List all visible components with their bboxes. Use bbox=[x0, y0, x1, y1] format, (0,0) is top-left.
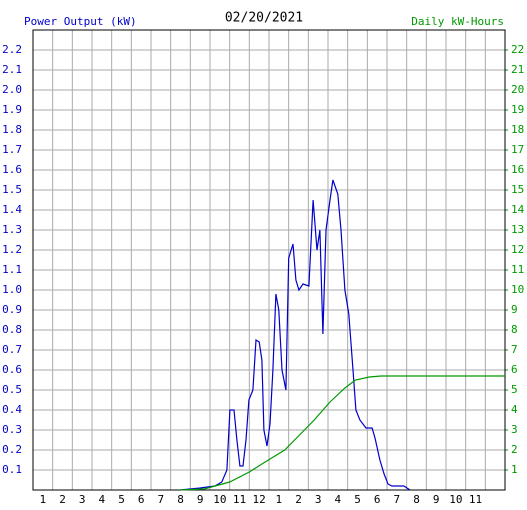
y-tick-label: 0.3 bbox=[2, 423, 22, 436]
y2-tick-label: 19 bbox=[511, 103, 524, 116]
y2-tick-label: 4 bbox=[511, 403, 518, 416]
x-tick-label: 3 bbox=[79, 493, 86, 506]
x-tick-label: 11 bbox=[469, 493, 482, 506]
y2-tick-label: 12 bbox=[511, 243, 524, 256]
y2-tick-label: 16 bbox=[511, 163, 524, 176]
x-tick-label: 4 bbox=[335, 493, 342, 506]
y-tick-label: 1.3 bbox=[2, 223, 22, 236]
y-tick-label: 1.7 bbox=[2, 143, 22, 156]
y2-tick-label: 6 bbox=[511, 363, 518, 376]
y-tick-label: 0.8 bbox=[2, 323, 22, 336]
y2-tick-label: 8 bbox=[511, 323, 518, 336]
x-tick-label: 2 bbox=[295, 493, 302, 506]
x-tick-label: 1 bbox=[276, 493, 283, 506]
x-tick-label: 7 bbox=[394, 493, 401, 506]
y2-tick-label: 5 bbox=[511, 383, 518, 396]
y-tick-label: 0.1 bbox=[2, 463, 22, 476]
y-tick-label: 2.2 bbox=[2, 43, 22, 56]
x-tick-label: 9 bbox=[197, 493, 204, 506]
y-tick-label: 1.2 bbox=[2, 243, 22, 256]
y2-tick-label: 3 bbox=[511, 423, 518, 436]
x-tick-label: 10 bbox=[449, 493, 462, 506]
y-tick-label: 2.1 bbox=[2, 63, 22, 76]
y-axis-label: Power Output (kW) bbox=[24, 15, 137, 28]
x-tick-label: 3 bbox=[315, 493, 322, 506]
y-tick-label: 0.2 bbox=[2, 443, 22, 456]
x-tick-label: 1 bbox=[40, 493, 47, 506]
y2-tick-label: 17 bbox=[511, 143, 524, 156]
y2-tick-label: 18 bbox=[511, 123, 524, 136]
y-tick-label: 1.6 bbox=[2, 163, 22, 176]
y-tick-label: 0.5 bbox=[2, 383, 22, 396]
y-tick-label: 0.6 bbox=[2, 363, 22, 376]
x-tick-label: 8 bbox=[177, 493, 184, 506]
chart-title: 02/20/2021 bbox=[225, 11, 303, 26]
y2-axis-label: Daily kW-Hours bbox=[411, 15, 504, 28]
x-tick-label: 9 bbox=[433, 493, 440, 506]
y2-tick-label: 14 bbox=[511, 203, 525, 216]
y2-tick-label: 2 bbox=[511, 443, 518, 456]
y2-tick-label: 7 bbox=[511, 343, 518, 356]
y2-tick-label: 1 bbox=[511, 463, 518, 476]
y2-tick-label: 22 bbox=[511, 43, 524, 56]
x-tick-label: 12 bbox=[253, 493, 266, 506]
y2-tick-label: 13 bbox=[511, 223, 524, 236]
x-tick-label: 4 bbox=[99, 493, 106, 506]
x-tick-label: 10 bbox=[213, 493, 226, 506]
y2-tick-label: 11 bbox=[511, 263, 524, 276]
y-tick-label: 1.5 bbox=[2, 183, 22, 196]
y2-tick-label: 9 bbox=[511, 303, 518, 316]
y-tick-label: 2.0 bbox=[2, 83, 22, 96]
x-tick-label: 5 bbox=[118, 493, 125, 506]
y2-tick-label: 20 bbox=[511, 83, 524, 96]
y-tick-label: 0.4 bbox=[2, 403, 22, 416]
y2-tick-label: 15 bbox=[511, 183, 524, 196]
y-tick-label: 1.9 bbox=[2, 103, 22, 116]
x-tick-label: 2 bbox=[59, 493, 66, 506]
x-tick-label: 6 bbox=[374, 493, 381, 506]
y-tick-label: 1.0 bbox=[2, 283, 22, 296]
series-line bbox=[179, 179, 411, 491]
x-tick-label: 5 bbox=[354, 493, 361, 506]
y-tick-label: 1.8 bbox=[2, 123, 22, 136]
y2-tick-label: 21 bbox=[511, 63, 524, 76]
x-tick-label: 11 bbox=[233, 493, 246, 506]
y-tick-label: 1.4 bbox=[2, 203, 22, 216]
y-tick-label: 0.7 bbox=[2, 343, 22, 356]
series-line bbox=[179, 375, 505, 491]
x-tick-label: 6 bbox=[138, 493, 145, 506]
x-tick-label: 8 bbox=[413, 493, 420, 506]
y2-tick-label: 10 bbox=[511, 283, 524, 296]
y-tick-label: 0.9 bbox=[2, 303, 22, 316]
y-tick-label: 1.1 bbox=[2, 263, 22, 276]
x-tick-label: 7 bbox=[158, 493, 165, 506]
plot-border bbox=[32, 29, 506, 491]
